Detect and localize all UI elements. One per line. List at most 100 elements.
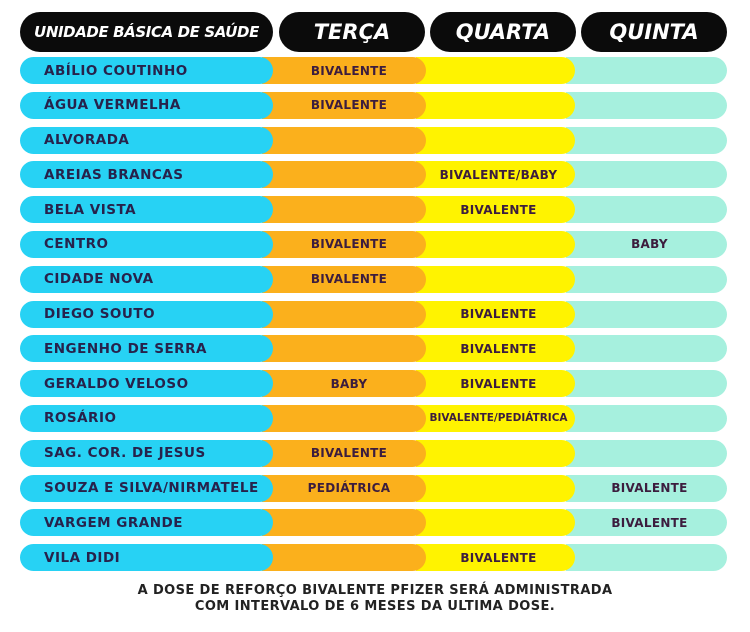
tuesday-cell: BIVALENTE xyxy=(262,265,426,293)
table-row: BIVALENTE CIDADE NOVA xyxy=(20,265,727,293)
wednesday-cell: BIVALENTE/BABY xyxy=(416,161,575,189)
table-row: ALVORADA xyxy=(20,126,727,154)
unit-name-cell: ABÍLIO COUTINHO xyxy=(20,57,273,84)
wednesday-label: BIVALENTE/PEDIÁTRICA xyxy=(429,412,568,425)
tuesday-cell xyxy=(262,335,426,363)
tuesday-label: BIVALENTE xyxy=(310,98,388,113)
header-thursday: QUINTA xyxy=(581,12,727,52)
thursday-cell xyxy=(566,370,727,398)
footer-line-1: A DOSE DE REFORÇO BIVALENTE PFIZER SERÁ … xyxy=(137,583,613,598)
thursday-cell xyxy=(566,439,727,467)
thursday-cell xyxy=(566,161,727,189)
wednesday-cell: BIVALENTE xyxy=(416,370,575,398)
tuesday-cell: BIVALENTE xyxy=(262,439,426,467)
tuesday-label: BIVALENTE xyxy=(310,237,388,252)
wednesday-label: BIVALENTE xyxy=(460,550,537,565)
tuesday-cell: BIVALENTE xyxy=(262,57,426,84)
unit-name-label: ENGENHO DE SERRA xyxy=(44,340,207,357)
table-row: BIVALENTE DIEGO SOUTO xyxy=(20,300,727,328)
unit-name-cell: GERALDO VELOSO xyxy=(20,370,273,398)
tuesday-cell: PEDIÁTRICA xyxy=(262,474,426,502)
wednesday-cell xyxy=(416,57,575,84)
tuesday-label: BIVALENTE xyxy=(310,272,388,287)
table-row: BIVALENTE BELA VISTA xyxy=(20,196,727,224)
header-unit: UNIDADE BÁSICA DE SAÚDE xyxy=(20,12,273,52)
unit-name-label: AREIAS BRANCAS xyxy=(44,166,184,183)
wednesday-cell xyxy=(416,230,575,258)
unit-name-label: VARGEM GRANDE xyxy=(44,514,183,531)
unit-name-cell: SOUZA E SILVA/NIRMATELE xyxy=(20,474,273,502)
unit-name-label: VILA DIDI xyxy=(44,549,121,566)
thursday-cell xyxy=(566,265,727,293)
wednesday-cell: BIVALENTE xyxy=(416,544,575,572)
thursday-cell xyxy=(566,196,727,224)
unit-name-cell: VILA DIDI xyxy=(20,544,273,572)
unit-name-label: SOUZA E SILVA/NIRMATELE xyxy=(44,480,259,497)
tuesday-cell xyxy=(262,126,426,154)
header-tuesday: TERÇA xyxy=(279,12,425,52)
table-row: BIVALENTE BABY GERALDO VELOSO xyxy=(20,370,727,398)
tuesday-label: BIVALENTE xyxy=(310,63,388,78)
thursday-cell xyxy=(566,404,727,432)
unit-name-cell: BELA VISTA xyxy=(20,196,273,224)
tuesday-cell: BABY xyxy=(262,370,426,398)
table-row: BIVALENTE SAG. COR. DE JESUS xyxy=(20,439,727,467)
unit-name-cell: DIEGO SOUTO xyxy=(20,300,273,328)
table-row: BIVALENTE/BABY AREIAS BRANCAS xyxy=(20,161,727,189)
tuesday-label: BIVALENTE xyxy=(310,446,388,461)
footer-note: A DOSE DE REFORÇO BIVALENTE PFIZER SERÁ … xyxy=(0,583,750,615)
wednesday-cell: BIVALENTE xyxy=(416,335,575,363)
wednesday-label: BIVALENTE xyxy=(460,376,537,391)
thursday-cell: BABY xyxy=(566,230,727,258)
footer-line-2: COM INTERVALO DE 6 MESES DA ULTIMA DOSE. xyxy=(194,599,556,614)
thursday-cell xyxy=(566,57,727,84)
unit-name-label: ROSÁRIO xyxy=(44,410,117,427)
wednesday-cell xyxy=(416,265,575,293)
header-wednesday: QUARTA xyxy=(430,12,576,52)
wednesday-cell xyxy=(416,474,575,502)
wednesday-cell xyxy=(416,439,575,467)
table-row: BIVALENTE PEDIÁTRICA SOUZA E SILVA/NIRMATE… xyxy=(20,474,727,502)
unit-name-label: DIEGO SOUTO xyxy=(44,306,156,323)
wednesday-cell: BIVALENTE/PEDIÁTRICA xyxy=(416,404,575,432)
unit-name-label: CIDADE NOVA xyxy=(44,271,154,288)
unit-name-label: ALVORADA xyxy=(44,132,130,149)
table-row: BIVALENTE VILA DIDI xyxy=(20,544,727,572)
tuesday-cell xyxy=(262,544,426,572)
unit-name-cell: ENGENHO DE SERRA xyxy=(20,335,273,363)
thursday-cell xyxy=(566,91,727,119)
thursday-cell xyxy=(566,300,727,328)
table-row: BIVALENTE ÁGUA VERMELHA xyxy=(20,91,727,119)
wednesday-label: BIVALENTE xyxy=(460,307,537,322)
unit-name-cell: AREIAS BRANCAS xyxy=(20,161,273,189)
table-row: BABY BIVALENTE CENTRO xyxy=(20,230,727,258)
table-row: BIVALENTE ABÍLIO COUTINHO xyxy=(20,57,727,84)
thursday-cell xyxy=(566,126,727,154)
wednesday-cell: BIVALENTE xyxy=(416,196,575,224)
table-row: BIVALENTE/PEDIÁTRICA ROSÁRIO xyxy=(20,404,727,432)
unit-name-cell: VARGEM GRANDE xyxy=(20,509,273,537)
table-row: BIVALENTE ENGENHO DE SERRA xyxy=(20,335,727,363)
table-row: BIVALENTE VARGEM GRANDE xyxy=(20,509,727,537)
unit-name-cell: SAG. COR. DE JESUS xyxy=(20,439,273,467)
tuesday-cell xyxy=(262,196,426,224)
wednesday-label: BIVALENTE xyxy=(460,202,537,217)
wednesday-cell xyxy=(416,126,575,154)
thursday-label: BIVALENTE xyxy=(611,481,688,496)
unit-name-cell: CENTRO xyxy=(20,230,273,258)
wednesday-cell: BIVALENTE xyxy=(416,300,575,328)
unit-name-cell: ÁGUA VERMELHA xyxy=(20,91,273,119)
thursday-label: BIVALENTE xyxy=(611,515,688,530)
unit-name-cell: ROSÁRIO xyxy=(20,404,273,432)
thursday-cell xyxy=(566,335,727,363)
thursday-cell xyxy=(566,544,727,572)
tuesday-cell: BIVALENTE xyxy=(262,91,426,119)
unit-name-label: ÁGUA VERMELHA xyxy=(44,97,181,114)
unit-name-label: SAG. COR. DE JESUS xyxy=(44,445,206,462)
tuesday-cell xyxy=(262,404,426,432)
thursday-cell: BIVALENTE xyxy=(566,474,727,502)
wednesday-label: BIVALENTE/BABY xyxy=(439,167,558,182)
unit-name-cell: ALVORADA xyxy=(20,126,273,154)
tuesday-label: BABY xyxy=(330,376,368,391)
unit-name-label: BELA VISTA xyxy=(44,201,137,218)
